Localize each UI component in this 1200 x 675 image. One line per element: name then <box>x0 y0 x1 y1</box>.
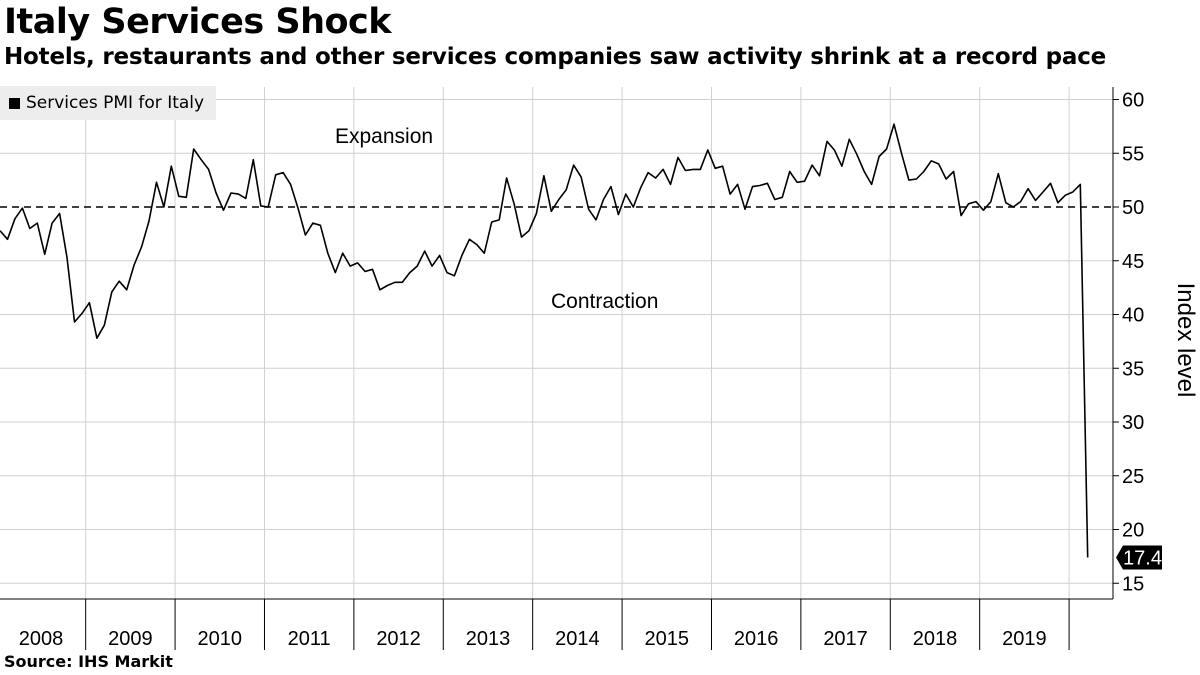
y-tick-label-25: 25 <box>1122 466 1144 488</box>
x-tick-label-2009: 2009 <box>108 628 153 650</box>
source-note: Source: IHS Markit <box>4 652 173 671</box>
y-tick-label-45: 45 <box>1122 251 1144 273</box>
annotation-expansion: Expansion <box>335 125 433 148</box>
x-tick-label-2018: 2018 <box>913 628 958 650</box>
last-value-label: 17.4 <box>1123 547 1162 569</box>
x-tick-label-2017: 2017 <box>823 628 868 650</box>
legend: Services PMI for Italy <box>0 86 216 120</box>
x-tick-label-2011: 2011 <box>288 628 331 650</box>
last-value-callout: 17.4 <box>1116 545 1162 570</box>
x-tick-label-2013: 2013 <box>466 628 511 650</box>
legend-label: Services PMI for Italy <box>26 93 205 113</box>
y-axis-title: Index level <box>1172 283 1199 398</box>
x-tick-label-2019: 2019 <box>1002 628 1047 650</box>
x-tick-label-2008: 2008 <box>19 628 64 650</box>
y-tick-label-20: 20 <box>1122 520 1144 542</box>
series-line-services-pmi <box>0 123 1089 558</box>
x-tick-label-2010: 2010 <box>198 628 243 650</box>
last-value-callout-bg <box>1116 545 1162 570</box>
annotation-contraction: Contraction <box>551 290 658 313</box>
x-tick-label-2015: 2015 <box>645 628 690 650</box>
y-tick-label-15: 15 <box>1122 573 1144 595</box>
x-tick-label-2014: 2014 <box>555 628 600 650</box>
x-tick-label-2012: 2012 <box>376 628 421 650</box>
y-tick-label-50: 50 <box>1122 197 1144 219</box>
chart-subtitle: Hotels, restaurants and other services c… <box>4 44 1107 70</box>
y-tick-label-30: 30 <box>1122 412 1144 434</box>
gridlines <box>0 87 1113 599</box>
y-tick-label-60: 60 <box>1122 90 1144 112</box>
y-tick-label-40: 40 <box>1122 305 1144 327</box>
x-tick-label-2016: 2016 <box>734 628 779 650</box>
chart-title: Italy Services Shock <box>4 2 392 42</box>
y-tick-label-55: 55 <box>1122 143 1144 165</box>
y-tick-label-35: 35 <box>1122 358 1144 380</box>
x-axis: 2008 2009 2010 2011 2012 2013 2014 2015 2016 2017… <box>0 598 1113 650</box>
legend-swatch <box>9 97 20 109</box>
y-axis: 15 20 25 30 35 40 45 50 55 60 <box>1112 87 1144 599</box>
